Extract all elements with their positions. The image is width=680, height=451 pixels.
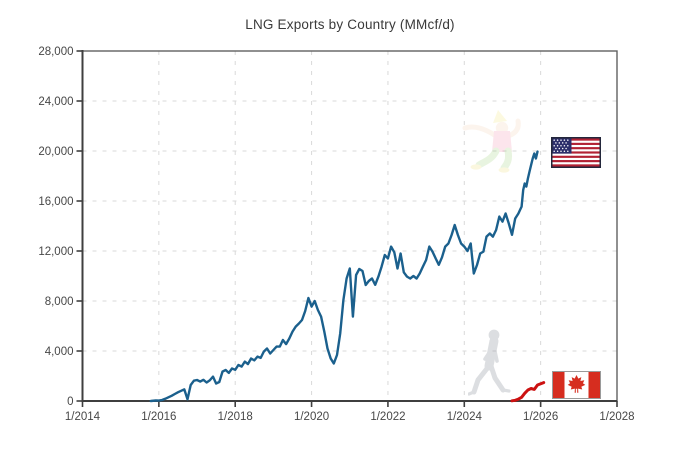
series-line-canada: [510, 381, 546, 403]
y-tick-label: 24,000: [38, 96, 73, 108]
plot-border: [81, 50, 618, 402]
y-tick-label: 8,000: [45, 296, 74, 308]
tick-marks: [76, 50, 618, 407]
chart-title: LNG Exports by Country (MMcf/d): [245, 17, 455, 32]
y-tick-label: 16,000: [38, 196, 73, 208]
x-tick-label: 1/2026: [523, 411, 558, 423]
dancing-person-icon: [462, 110, 521, 173]
y-tick-label: 4,000: [45, 346, 74, 358]
y-tick-label: 12,000: [38, 246, 73, 258]
y-tick-label: 28,000: [38, 46, 73, 58]
x-tick-label: 1/2016: [141, 411, 176, 423]
x-tick-label: 1/2022: [370, 411, 405, 423]
us-flag-icon: [551, 137, 601, 168]
x-tick-labels: 1/2014 1/2016 1/2018 1/2020 1/2022 1/2024 1/20…: [65, 411, 635, 423]
y-tick-label: 20,000: [38, 146, 73, 158]
gridlines: [82, 51, 617, 401]
x-tick-label: 1/2014: [65, 411, 101, 423]
series-line-united-states: [149, 150, 539, 403]
walking-person-icon: [468, 329, 511, 396]
y-tick-labels: 0 4,000 8,000 12,000 16,000 20,000 24,000 28,00…: [38, 46, 73, 408]
y-tick-label: 0: [67, 396, 73, 408]
x-tick-label: 1/2024: [447, 411, 483, 423]
x-tick-label: 1/2018: [218, 411, 253, 423]
x-tick-label: 1/2028: [599, 411, 634, 423]
x-tick-label: 1/2020: [294, 411, 329, 423]
canada-flag-icon: [552, 371, 601, 399]
axes: [81, 50, 617, 402]
